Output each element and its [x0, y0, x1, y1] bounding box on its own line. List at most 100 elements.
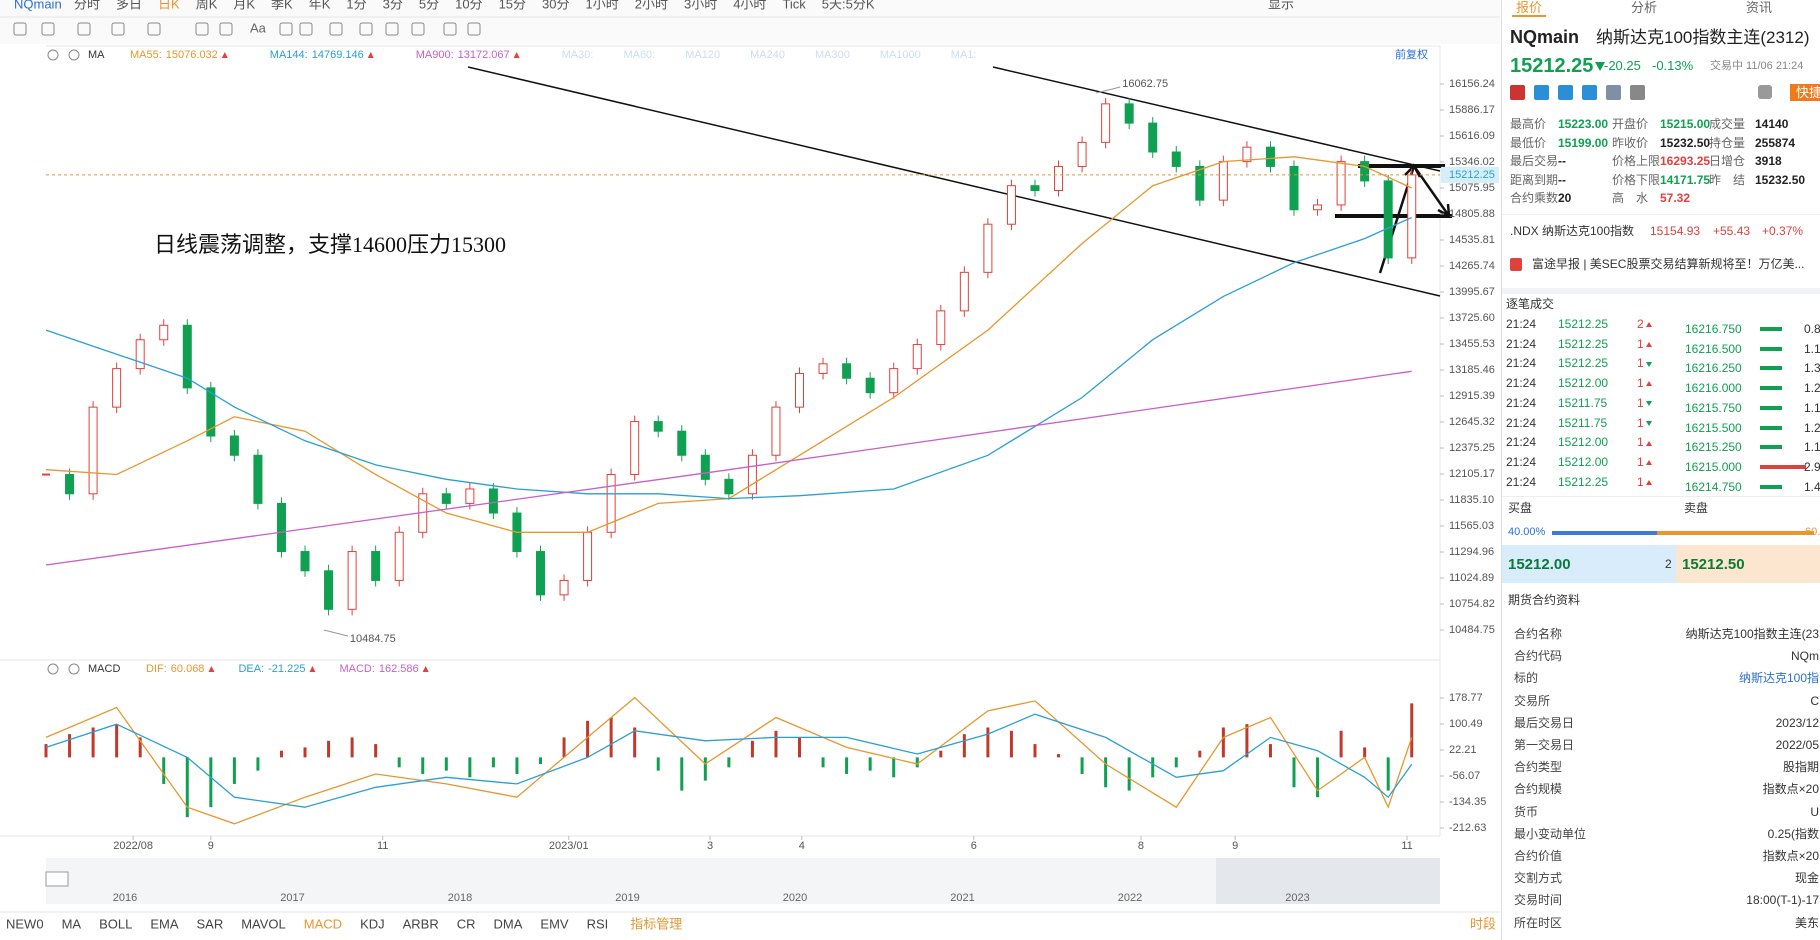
period-tab[interactable]: 周K	[196, 0, 218, 11]
tool-icon[interactable]	[359, 22, 373, 36]
panel-tab[interactable]: 报价	[1516, 0, 1543, 15]
x-tick-label: 11	[377, 840, 388, 852]
market-icon[interactable]	[1630, 85, 1645, 100]
market-icon[interactable]	[1534, 85, 1549, 100]
indicator-manage[interactable]: 指标管理	[630, 916, 682, 931]
macd-bar	[680, 757, 684, 791]
market-icon[interactable]	[1582, 85, 1597, 100]
display-menu[interactable]: 显示	[1268, 0, 1294, 11]
tool-icon[interactable]	[77, 22, 91, 36]
indicator-tab[interactable]: BOLL	[99, 916, 132, 931]
period-tab[interactable]: 4小时	[733, 0, 766, 11]
x-tick-label: 2022/08	[113, 840, 153, 852]
period-tab[interactable]: 5分	[419, 0, 439, 11]
indicator-tab[interactable]: CR	[457, 916, 476, 931]
indicator-tab[interactable]: DMA	[494, 916, 523, 931]
y-tick-label: 11835.10	[1449, 494, 1494, 506]
tool-icon[interactable]	[299, 22, 313, 36]
legend-value: -21.225	[268, 663, 305, 675]
period-tab[interactable]: 10分	[455, 0, 482, 11]
legend-name: MACD:	[339, 663, 374, 675]
up-arrow	[1645, 440, 1652, 446]
font-tool[interactable]: Aa	[250, 20, 267, 35]
market-icon[interactable]	[1510, 85, 1525, 100]
market-icon[interactable]	[1558, 85, 1573, 100]
period-tab[interactable]: 多日	[116, 0, 142, 11]
news-headline[interactable]: 富途早报 | 美SEC股票交易结算新规将至！万亿美...	[1532, 257, 1805, 271]
macd-bar	[750, 740, 754, 758]
market-icon[interactable]	[1606, 85, 1621, 100]
indicator-tab[interactable]: NEW0	[6, 916, 44, 931]
period-tab[interactable]: 日K	[158, 0, 180, 11]
candle	[818, 363, 828, 374]
tool-icon[interactable]	[329, 22, 343, 36]
indicator-tab[interactable]: SAR	[196, 916, 223, 931]
indicator-tab[interactable]: RSI	[587, 916, 609, 931]
indicator-tab[interactable]: KDJ	[360, 916, 385, 931]
tool-icon[interactable]	[195, 22, 209, 36]
tool-icon[interactable]	[279, 22, 293, 36]
quote-panel: 报价 分析 资讯 NQmain 纳斯达克100指数主连(2312) 15212.25 -20…	[1501, 0, 1820, 940]
up-arrow	[1645, 342, 1652, 348]
indicator-tab[interactable]: MA	[62, 916, 82, 931]
tool-icon[interactable]	[147, 22, 161, 36]
period-tab[interactable]: 3分	[383, 0, 403, 11]
period-tab[interactable]: 1小时	[586, 0, 619, 11]
macd-bar	[962, 734, 966, 758]
period-tab[interactable]: 月K	[233, 0, 255, 11]
tool-icon[interactable]	[13, 22, 27, 36]
period-tab[interactable]: 1分	[346, 0, 366, 11]
period-tab[interactable]: 季K	[271, 0, 293, 11]
period-tab[interactable]: 年K	[309, 0, 331, 11]
candle	[206, 387, 216, 437]
macd-bar	[421, 757, 425, 774]
candle	[1265, 146, 1275, 167]
ask-ratio-label: 60.0	[1805, 526, 1820, 538]
adjust-toggle[interactable]: 前复权	[1395, 47, 1428, 61]
overview-window[interactable]	[1216, 858, 1440, 904]
arrow-head	[1404, 163, 1422, 178]
contract-value: 18:00(T-1)-17	[1746, 893, 1819, 908]
tool-icon[interactable]	[41, 22, 55, 36]
indicator-tab[interactable]: EMV	[540, 916, 569, 931]
panel-tab[interactable]: 资讯	[1746, 0, 1773, 15]
y-tick-label: -56.07	[1449, 770, 1480, 782]
period-tab[interactable]: 分时	[74, 0, 100, 11]
depth-size: 2.90	[1804, 459, 1820, 474]
quick-button[interactable]: 快捷	[1790, 84, 1820, 101]
tool-icon[interactable]	[385, 22, 399, 36]
stat-label: 高 水	[1612, 191, 1649, 205]
indicator-tab[interactable]: MACD	[304, 916, 342, 931]
tool-icon[interactable]	[467, 22, 481, 36]
close-icon	[68, 663, 80, 675]
stat-label: 合约乘数	[1510, 191, 1559, 205]
contract-value: U	[1810, 804, 1819, 819]
tool-icon[interactable]	[411, 22, 425, 36]
contract-label: 合约代码	[1514, 649, 1563, 664]
indicator-tab[interactable]: ARBR	[403, 916, 439, 931]
indicator-tab[interactable]: MAVOL	[241, 916, 286, 931]
period-tab[interactable]: 3小时	[684, 0, 717, 11]
indicator-tab[interactable]: EMA	[150, 916, 179, 931]
overview-strip[interactable]	[46, 858, 1440, 904]
tool-icon[interactable]	[443, 22, 457, 36]
period-tab[interactable]: Tick	[782, 0, 806, 11]
period-tab[interactable]: 15分	[499, 0, 526, 11]
period-tab[interactable]: 5天:5分K	[822, 0, 875, 11]
period-button[interactable]: 时段	[1470, 916, 1496, 931]
macd-bar	[279, 750, 283, 758]
tool-icon[interactable]	[219, 22, 233, 36]
candle	[559, 579, 569, 596]
candle	[465, 488, 475, 504]
tool-icon[interactable]	[111, 22, 125, 36]
x-tick-label: 9	[208, 840, 214, 852]
more-button[interactable]	[45, 871, 69, 887]
panel-tab[interactable]: 分析	[1631, 0, 1658, 15]
macd-bar	[1033, 744, 1037, 758]
macd-bar	[986, 727, 990, 758]
symbol-tab[interactable]: NQmain	[14, 0, 62, 11]
period-tab[interactable]: 2小时	[635, 0, 668, 11]
bell-icon[interactable]	[1758, 85, 1772, 99]
extreme-label: 16062.75	[1122, 78, 1168, 90]
period-tab[interactable]: 30分	[542, 0, 569, 11]
